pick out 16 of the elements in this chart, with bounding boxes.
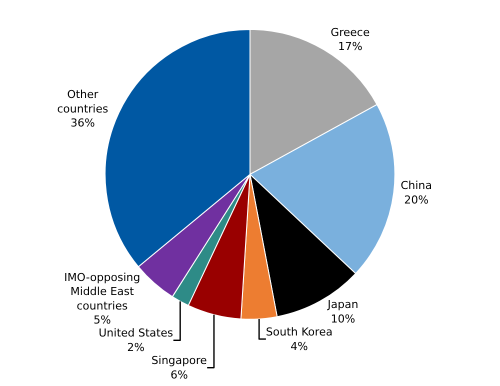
slice-label: IMO-opposing Middle East countries: [64, 270, 140, 312]
slice-label: Singapore: [151, 354, 208, 368]
data-label: 5%: [93, 314, 111, 327]
slice-label: United States: [98, 326, 174, 340]
data-label: 10%: [330, 312, 356, 326]
slice-label: Japan: [326, 298, 358, 312]
data-label: 17%: [338, 40, 362, 54]
data-label: 6%: [170, 368, 188, 382]
data-label: 4%: [290, 340, 308, 353]
slice-label: Greece: [330, 26, 370, 39]
data-label: 2%: [127, 341, 145, 354]
slice-label: China: [400, 179, 432, 192]
slice-label: South Korea: [266, 325, 333, 338]
data-label: 36%: [70, 116, 95, 130]
data-label: 20%: [404, 193, 429, 206]
slice-label: Other countries: [57, 88, 108, 116]
